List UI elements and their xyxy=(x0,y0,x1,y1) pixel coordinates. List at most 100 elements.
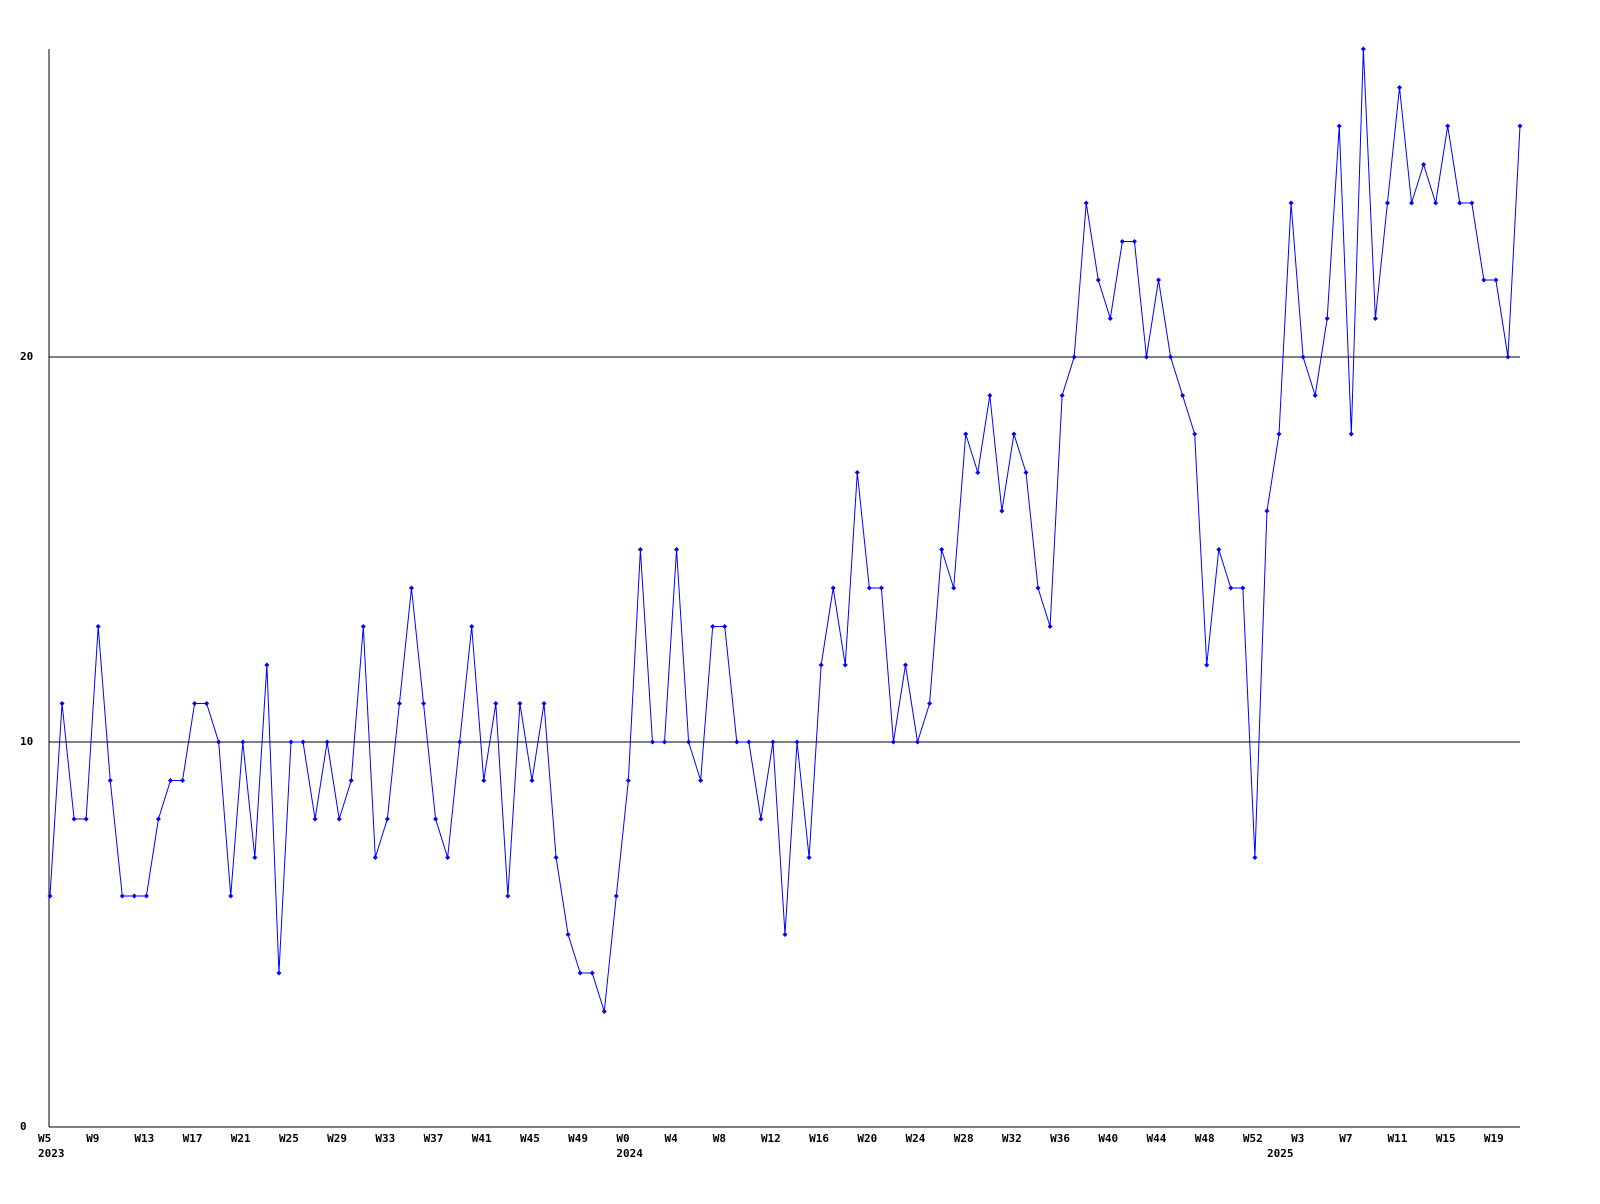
point-marker xyxy=(866,585,872,591)
point-marker xyxy=(1071,354,1077,360)
point-marker xyxy=(963,431,969,437)
point-marker xyxy=(1481,277,1487,283)
point-marker xyxy=(541,701,547,706)
point-marker xyxy=(722,624,728,629)
point-marker xyxy=(553,855,559,860)
point-marker xyxy=(1011,431,1017,437)
point-marker xyxy=(1312,393,1318,398)
point-marker xyxy=(878,585,884,591)
x-tick-label: W7 xyxy=(1339,1132,1352,1145)
point-marker xyxy=(192,701,198,706)
point-marker xyxy=(433,816,439,822)
x-tick-label: W3 xyxy=(1291,1132,1304,1145)
point-marker xyxy=(915,739,921,745)
point-marker xyxy=(1204,662,1210,668)
x-tick-label: W36 xyxy=(1050,1132,1070,1145)
point-marker xyxy=(902,662,908,668)
point-marker xyxy=(1228,585,1234,591)
point-marker xyxy=(577,970,583,976)
point-marker xyxy=(1143,354,1149,360)
x-tick-label: W52 xyxy=(1243,1132,1263,1145)
x-tick-label: W21 xyxy=(231,1132,251,1145)
point-marker xyxy=(312,816,318,822)
point-marker xyxy=(1384,200,1390,206)
point-marker xyxy=(1493,277,1499,283)
x-tick-label: W33 xyxy=(375,1132,395,1145)
x-tick-label: W37 xyxy=(424,1132,444,1145)
point-marker xyxy=(1445,123,1451,129)
point-marker xyxy=(119,893,125,899)
point-marker xyxy=(517,701,523,706)
point-marker xyxy=(662,739,668,745)
x-group-label: 2023 xyxy=(38,1147,65,1160)
x-tick-label: W20 xyxy=(857,1132,877,1145)
point-marker xyxy=(180,778,186,783)
point-marker xyxy=(300,739,306,745)
point-marker xyxy=(155,816,161,822)
y-tick-label: 20 xyxy=(20,350,33,363)
x-tick-label: W48 xyxy=(1195,1132,1215,1145)
x-tick-label: W11 xyxy=(1388,1132,1408,1145)
point-marker xyxy=(890,739,896,745)
x-tick-label: W28 xyxy=(954,1132,974,1145)
point-marker xyxy=(734,739,740,745)
point-marker xyxy=(228,893,234,899)
point-marker xyxy=(601,1009,607,1014)
point-marker xyxy=(1095,277,1101,283)
point-marker xyxy=(649,739,655,745)
point-marker xyxy=(1264,508,1270,514)
point-marker xyxy=(421,701,427,706)
point-marker xyxy=(710,624,716,629)
point-marker xyxy=(1421,162,1427,167)
point-marker xyxy=(1288,200,1294,206)
x-tick-label: W15 xyxy=(1436,1132,1456,1145)
line xyxy=(49,48,1521,1012)
point-marker xyxy=(794,739,800,745)
y-tick-label: 10 xyxy=(20,735,33,748)
point-marker xyxy=(288,739,294,745)
x-group-label: 2024 xyxy=(616,1147,643,1160)
point-marker xyxy=(131,893,137,899)
point-marker xyxy=(143,893,149,899)
point-marker xyxy=(1059,393,1065,398)
point-marker xyxy=(1192,431,1198,437)
point-marker xyxy=(216,739,222,745)
point-marker xyxy=(1348,431,1354,437)
point-marker xyxy=(1023,470,1029,475)
point-marker xyxy=(1131,239,1137,244)
point-marker xyxy=(1047,624,1053,629)
point-marker xyxy=(1216,547,1222,552)
x-tick-label: W24 xyxy=(906,1132,926,1145)
point-marker xyxy=(589,970,595,976)
point-marker xyxy=(674,547,680,552)
point-marker xyxy=(1397,85,1403,90)
point-marker xyxy=(1360,46,1366,52)
point-marker xyxy=(987,393,993,398)
point-marker xyxy=(927,701,933,706)
point-marker xyxy=(204,701,210,706)
point-marker xyxy=(1180,393,1186,398)
x-tick-label: W17 xyxy=(183,1132,203,1145)
point-marker xyxy=(1300,354,1306,360)
point-marker xyxy=(505,893,511,899)
x-tick-label: W41 xyxy=(472,1132,492,1145)
point-marker xyxy=(1168,354,1174,360)
point-marker xyxy=(818,662,824,668)
point-marker xyxy=(445,855,451,860)
point-marker xyxy=(1252,855,1258,860)
point-marker xyxy=(1083,200,1089,206)
point-marker xyxy=(613,893,619,899)
point-marker xyxy=(493,701,499,706)
x-tick-label: W49 xyxy=(568,1132,588,1145)
point-marker xyxy=(951,585,957,591)
x-tick-label: W32 xyxy=(1002,1132,1022,1145)
point-marker xyxy=(999,508,1005,514)
point-marker xyxy=(1505,354,1511,360)
point-marker xyxy=(1119,239,1125,244)
point-marker xyxy=(1469,200,1475,206)
point-marker xyxy=(1107,316,1113,321)
point-marker xyxy=(360,624,366,629)
point-marker xyxy=(384,816,390,822)
x-tick-label: W45 xyxy=(520,1132,540,1145)
